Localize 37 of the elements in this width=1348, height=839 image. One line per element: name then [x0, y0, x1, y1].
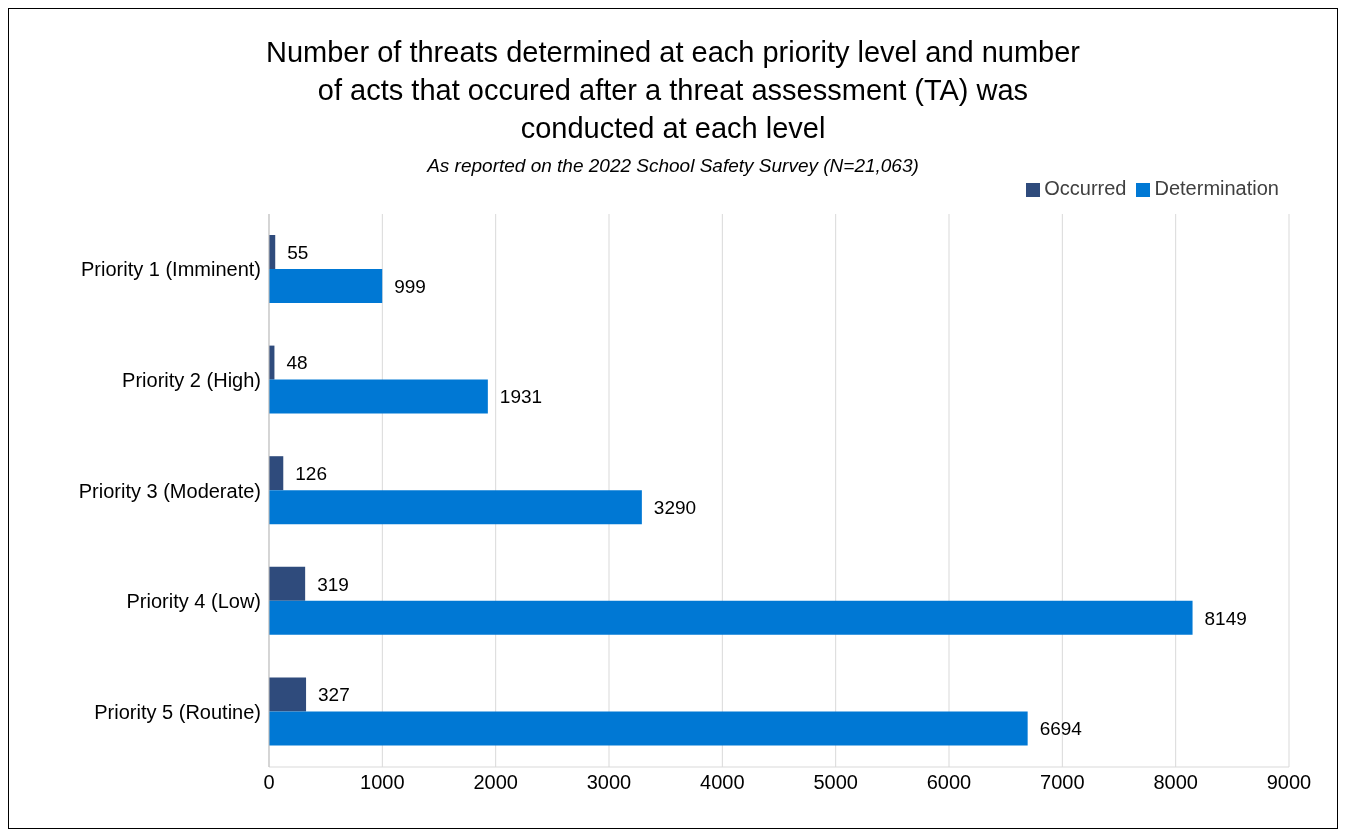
bar	[269, 456, 284, 491]
y-tick-label: Priority 5 (Routine)	[94, 700, 261, 723]
data-label: 319	[317, 573, 349, 595]
bar	[269, 379, 488, 414]
x-tick-label: 4000	[700, 771, 745, 794]
bar	[269, 269, 383, 303]
data-label: 48	[286, 352, 308, 374]
data-label: 126	[295, 462, 327, 484]
x-tick-label: 1000	[360, 771, 405, 794]
data-label: 3290	[653, 496, 697, 518]
x-tick-label: 2000	[473, 771, 518, 794]
y-tick-label: Priority 3 (Moderate)	[78, 479, 261, 502]
data-label: 327	[318, 684, 350, 706]
y-tick-label: Priority 4 (Low)	[126, 590, 261, 613]
y-tick-label: Priority 1 (Imminent)	[80, 258, 261, 281]
bar	[269, 566, 306, 601]
x-tick-label: 0	[263, 771, 275, 794]
x-tick-label: 7000	[1040, 771, 1085, 794]
chart-title: Number of threats determined at each priority level and number of acts that occured after a threat assessment (TA) was conducted at each level	[265, 35, 1081, 146]
x-tick-label: 8000	[1153, 771, 1198, 794]
bar	[269, 711, 1028, 746]
bar	[269, 600, 1193, 635]
bar	[269, 490, 642, 525]
legend-label: Occurred	[1044, 177, 1127, 199]
chart-subtitle: As reported on the 2022 School Safety Survey (N=21,063)	[425, 155, 920, 177]
legend-label: Determination	[1154, 177, 1279, 199]
x-tick-label: 6000	[926, 771, 972, 794]
y-tick-label: Priority 2 (High)	[122, 369, 261, 391]
data-label: 8149	[1204, 607, 1247, 629]
x-tick-label: 9000	[1266, 771, 1312, 794]
bar	[269, 677, 307, 712]
data-label: 999	[394, 275, 426, 297]
x-tick-label: 3000	[586, 771, 632, 794]
data-label: 6694	[1039, 718, 1083, 740]
x-tick-label: 5000	[813, 771, 858, 794]
data-label: 55	[287, 241, 309, 263]
data-label: 1931	[499, 386, 543, 408]
